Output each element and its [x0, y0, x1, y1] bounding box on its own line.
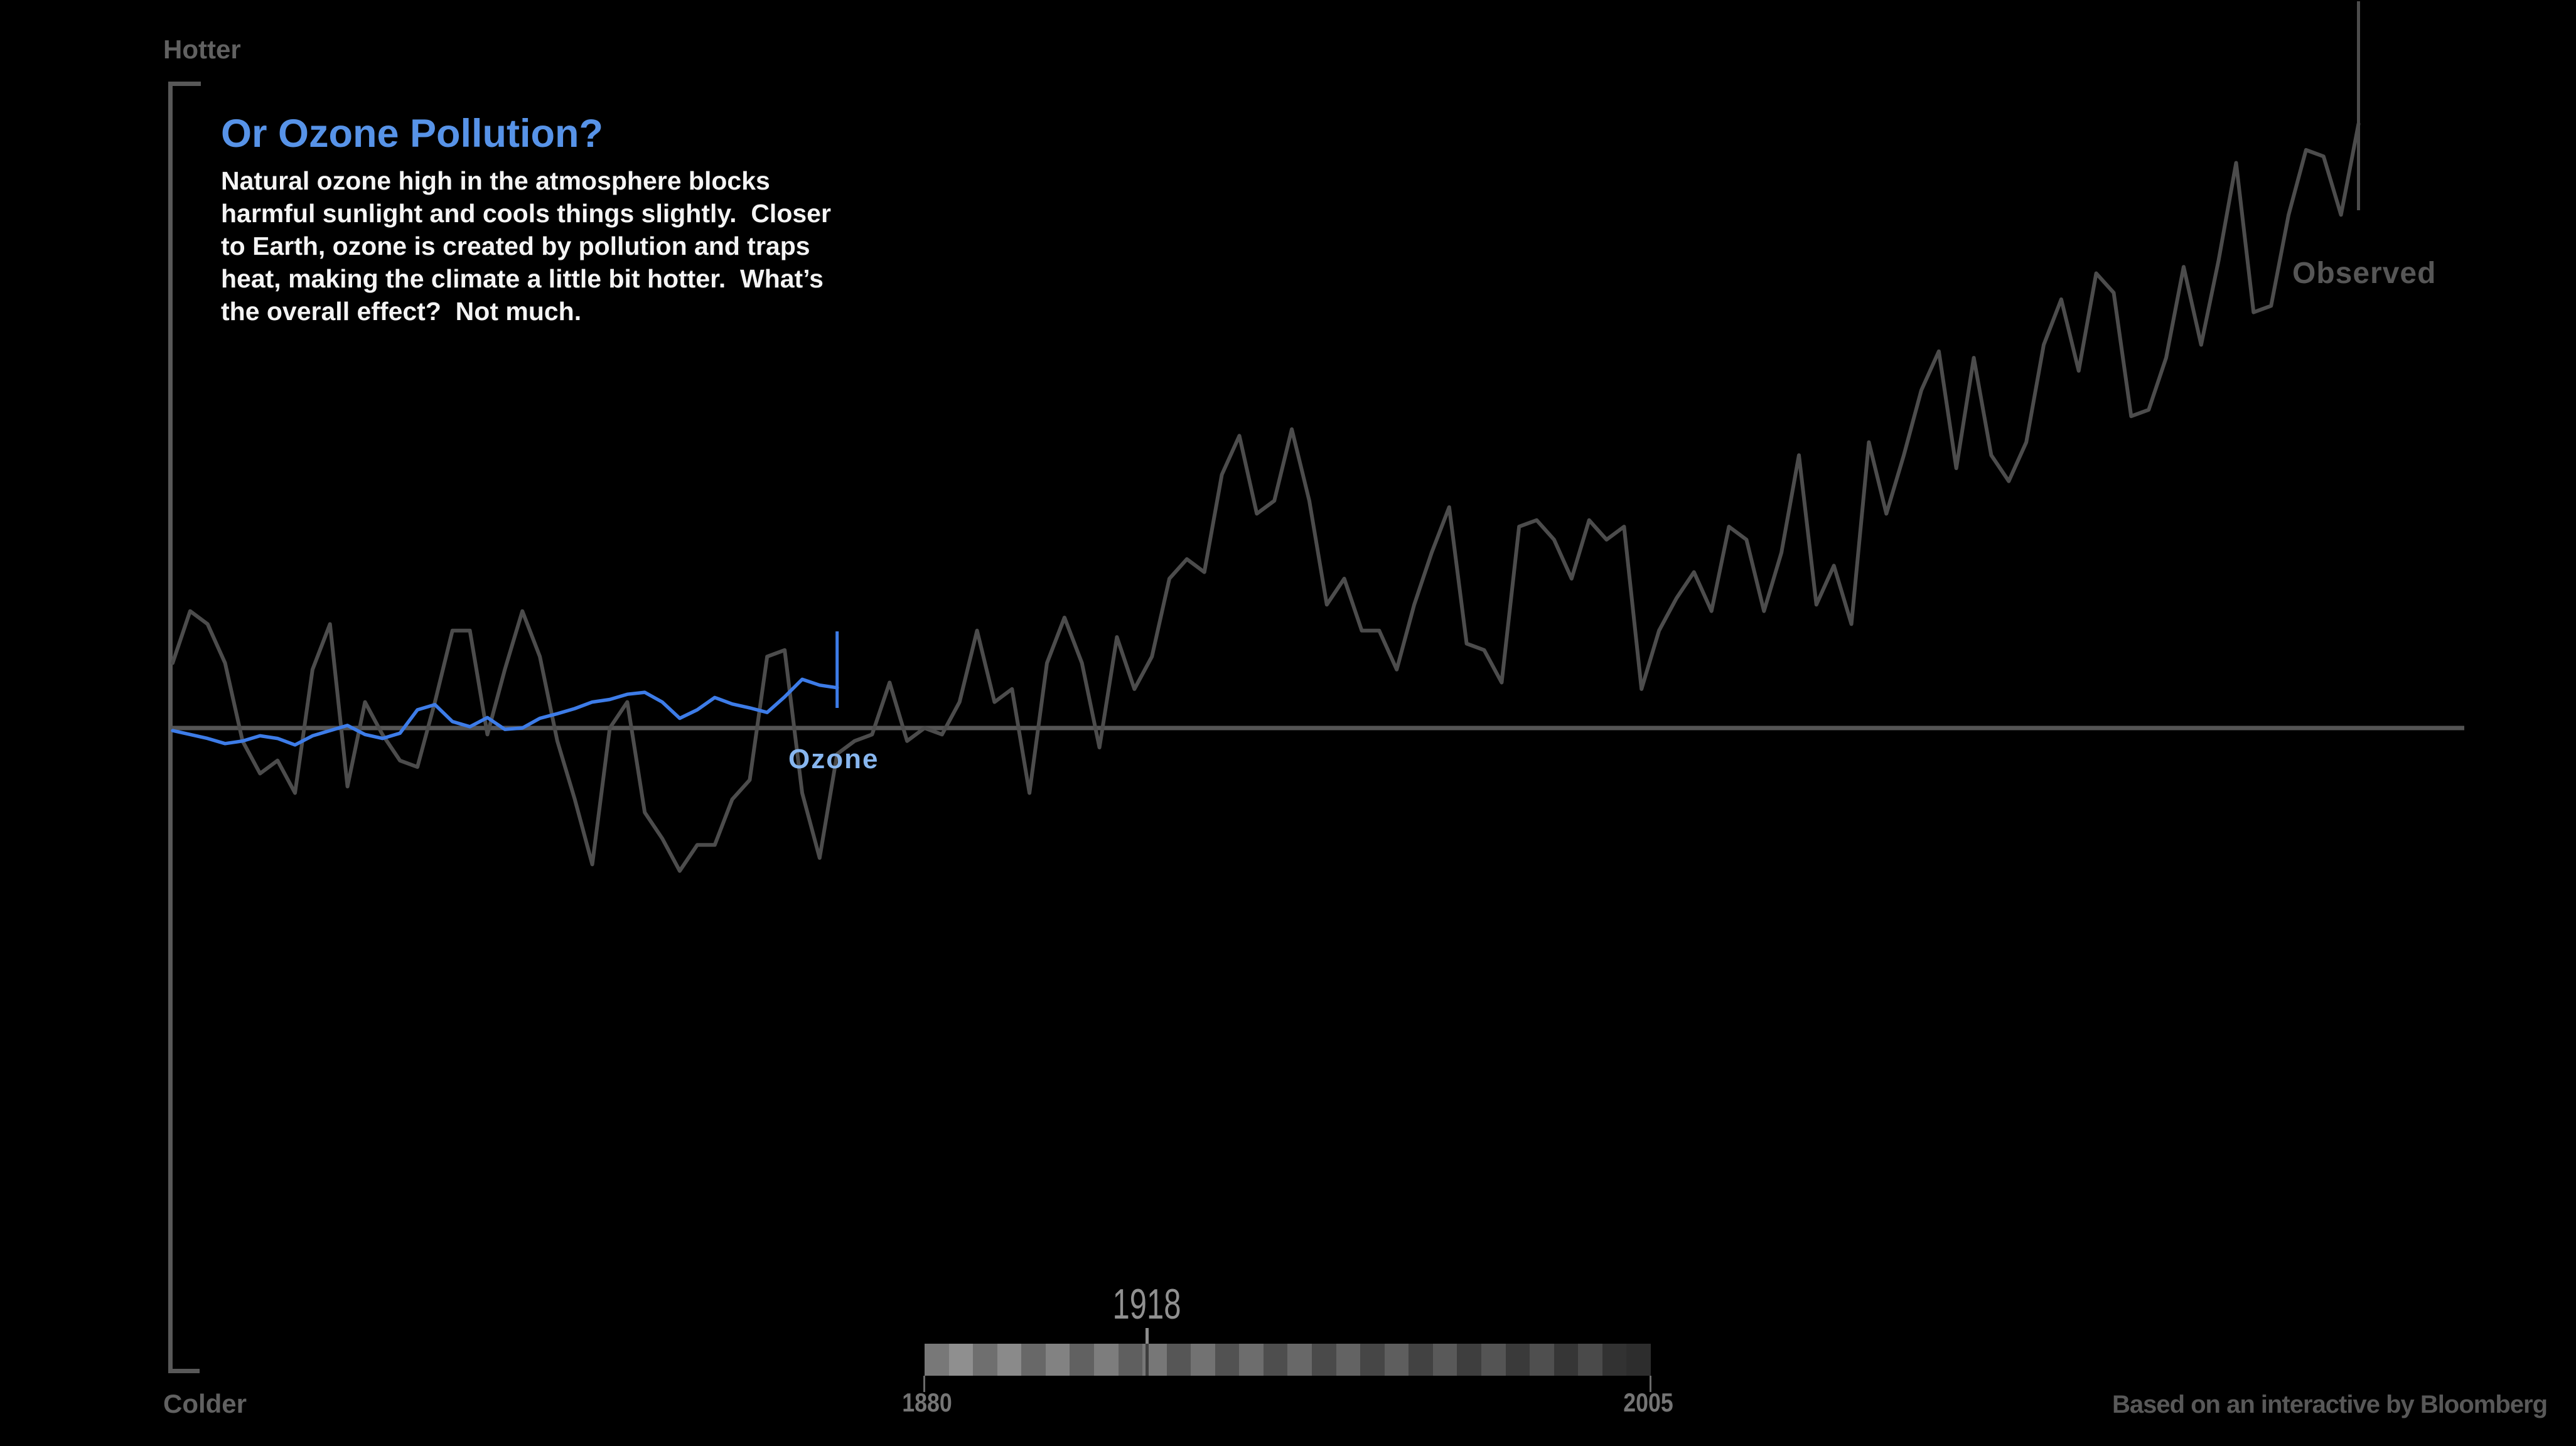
slider-stripe [1457, 1344, 1481, 1376]
slider-stripe [997, 1344, 1022, 1376]
axis-label-hotter: Hotter [163, 35, 241, 64]
slider-start-year-label: 1880 [902, 1388, 952, 1417]
y-axis-line [168, 82, 173, 1373]
timeline-slider-track[interactable] [925, 1344, 1651, 1376]
y-axis-top-tick [168, 82, 201, 86]
timeline-slider-handle[interactable] [1146, 1328, 1149, 1344]
slider-stripe [1602, 1344, 1627, 1376]
slider-stripe [1336, 1344, 1361, 1376]
attribution-text: Based on an interactive by Bloomberg [2112, 1391, 2548, 1418]
slider-end-tick [1650, 1376, 1651, 1392]
slider-stripe [973, 1344, 997, 1376]
timeline-slider-handle-bar[interactable] [1146, 1344, 1149, 1376]
slider-stripe [1166, 1344, 1191, 1376]
axis-label-colder: Colder [163, 1389, 247, 1418]
slider-stripe [1021, 1344, 1046, 1376]
slider-stripe [1045, 1344, 1070, 1376]
slider-stripe [1554, 1344, 1579, 1376]
slider-stripe [1409, 1344, 1433, 1376]
ozone-line [171, 677, 839, 747]
slider-stripe [925, 1344, 949, 1376]
slider-stripe [1626, 1344, 1651, 1376]
slider-stripe [1191, 1344, 1215, 1376]
observed-line [171, 122, 2361, 873]
slider-current-year-label: 1918 [1112, 1280, 1181, 1328]
slider-end-year-label: 2005 [1623, 1388, 1673, 1417]
slider-stripe [1263, 1344, 1288, 1376]
y-axis-bottom-tick [168, 1369, 200, 1373]
slider-stripe [1070, 1344, 1094, 1376]
slider-start-tick [923, 1376, 925, 1392]
slider-stripe [1530, 1344, 1554, 1376]
panel-body-text: Natural ozone high in the atmosphere blo… [221, 166, 831, 326]
slider-stripe [1360, 1344, 1385, 1376]
slider-stripe [1239, 1344, 1264, 1376]
slider-stripe [1287, 1344, 1312, 1376]
slider-stripe [1505, 1344, 1530, 1376]
slider-stripe [1432, 1344, 1457, 1376]
slider-stripe [1118, 1344, 1143, 1376]
slider-stripe [1384, 1344, 1409, 1376]
slider-stripe [1578, 1344, 1602, 1376]
slider-stripe [1481, 1344, 1506, 1376]
ozone-series-label: Ozone [788, 744, 879, 774]
slider-stripe [948, 1344, 974, 1376]
slider-stripe [1093, 1344, 1119, 1376]
observed-series-label: Observed [2292, 257, 2437, 290]
slider-stripe [1312, 1344, 1336, 1376]
panel-title: Or Ozone Pollution? [221, 112, 603, 156]
slider-stripe [1215, 1344, 1240, 1376]
